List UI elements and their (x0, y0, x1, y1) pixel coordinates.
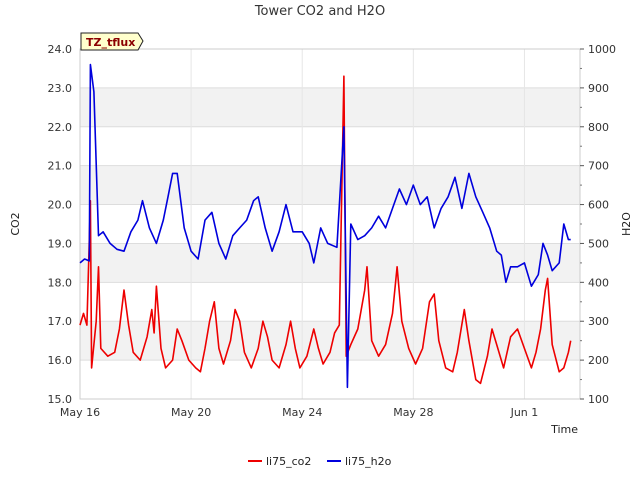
y-right-tick-label: 500 (588, 237, 609, 250)
y-left-tick-label: 16.0 (48, 354, 73, 367)
band (80, 87, 580, 127)
y-right-tick-label: 900 (588, 82, 609, 95)
y-right-tick-label: 200 (588, 354, 609, 367)
legend-label-li75_co2: li75_co2 (266, 455, 311, 468)
y-right-tick-label: 800 (588, 121, 609, 134)
y-right-tick-label: 400 (588, 276, 609, 289)
x-tick-label: May 28 (393, 406, 433, 419)
y-right-tick-label: 600 (588, 199, 609, 212)
left-axis-ticks: 15.0 16.0 17.0 18.0 19.0 20.0 21.0 22.0 23.0 24.0 (48, 43, 73, 406)
legend: li75_co2 li75_h2o (248, 455, 392, 468)
chart-title: Tower CO2 and H2O (254, 4, 385, 19)
y-left-tick-label: 17.0 (48, 315, 73, 328)
y-right-tick-label: 700 (588, 160, 609, 173)
y-axis-left-title: CO2 (9, 212, 22, 235)
series-line-li75_h2o (79, 63, 571, 389)
y-left-tick-label: 24.0 (48, 43, 73, 56)
right-axis-ticks: 100 200 300 400 500 600 700 800 900 1000 (580, 43, 616, 406)
x-tick-label: May 20 (171, 406, 211, 419)
y-left-tick-label: 22.0 (48, 121, 73, 134)
badge-box (80, 32, 144, 51)
x-tick-label: Jun 1 (510, 406, 539, 419)
y-axis-right-title: H2O (620, 212, 633, 236)
series-line-li75_co2 (79, 75, 572, 385)
y-left-tick-label: 18.0 (48, 276, 73, 289)
band (80, 165, 580, 205)
x-axis-ticks: May 16 May 20 May 24 May 28 Jun 1 (60, 406, 538, 419)
x-tick-label: May 24 (282, 406, 322, 419)
y-right-tick-label: 100 (588, 393, 609, 406)
badge-label: TZ_tflux (86, 36, 135, 49)
x-axis-title: Time (550, 423, 578, 436)
x-tick-label: May 16 (60, 406, 100, 419)
y-left-tick-label: 15.0 (48, 393, 73, 406)
y-left-tick-label: 23.0 (48, 82, 73, 95)
series-lines (79, 63, 572, 389)
dataset-badge: TZ_tflux (80, 32, 144, 51)
y-left-tick-label: 20.0 (48, 199, 73, 212)
y-left-tick-label: 21.0 (48, 160, 73, 173)
legend-label-li75_h2o: li75_h2o (345, 455, 392, 468)
y-left-tick-label: 19.0 (48, 237, 73, 250)
y-right-tick-label: 300 (588, 315, 609, 328)
y-right-tick-label: 1000 (588, 43, 616, 56)
